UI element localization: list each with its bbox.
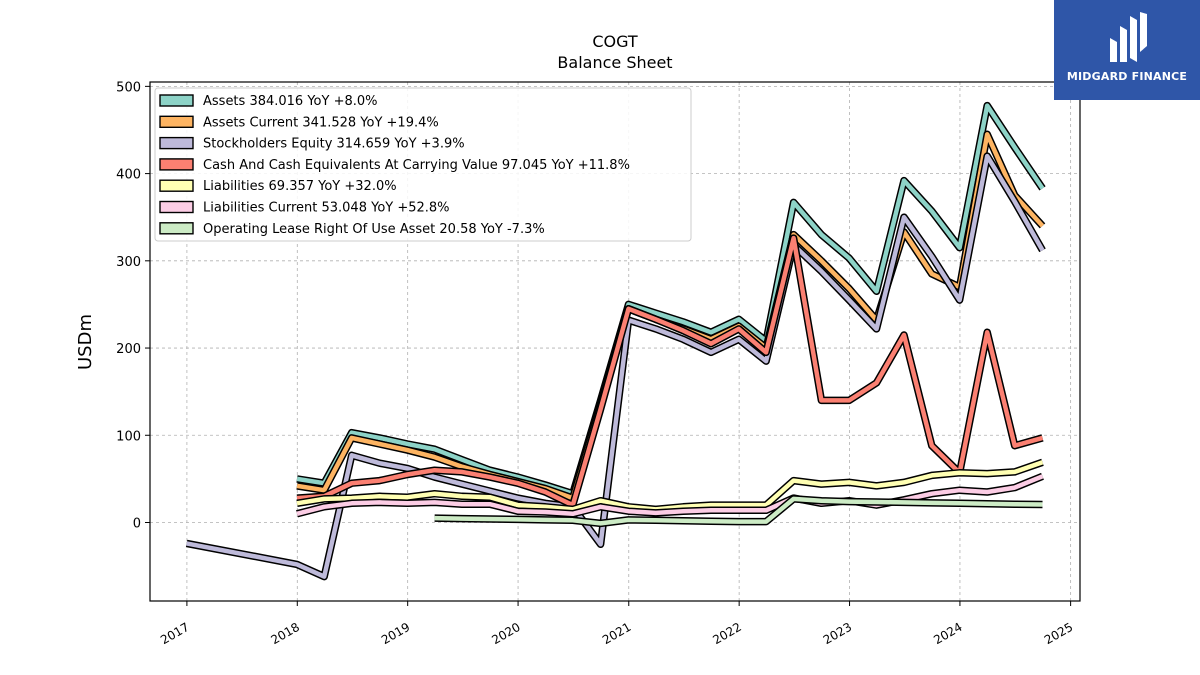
logo-mark-icon bbox=[1110, 12, 1147, 62]
x-tick-label: 2018 bbox=[269, 620, 302, 647]
midgard-finance-logo: MIDGARD FINANCE bbox=[1054, 0, 1200, 100]
legend-label: Operating Lease Right Of Use Asset 20.58… bbox=[203, 222, 545, 237]
legend-label: Cash And Cash Equivalents At Carrying Va… bbox=[203, 158, 630, 173]
series-lines bbox=[185, 101, 1046, 581]
x-ticks: 2017 2018 2019 2020 2021 2022 2023 2024 2025 bbox=[158, 601, 1075, 647]
legend-label: Assets 384.016 YoY +8.0% bbox=[203, 94, 378, 109]
legend-swatch bbox=[159, 222, 194, 235]
series-line bbox=[296, 474, 1044, 517]
y-tick-label: 300 bbox=[116, 255, 141, 270]
series-5 bbox=[296, 472, 1044, 518]
legend-swatch bbox=[159, 115, 194, 129]
y-tick-label: 400 bbox=[116, 168, 141, 183]
series-3 bbox=[296, 234, 1044, 509]
y-tick-label: 200 bbox=[116, 342, 141, 357]
series-line bbox=[434, 496, 1043, 526]
x-tick-label: 2019 bbox=[379, 620, 412, 647]
series-4 bbox=[296, 458, 1044, 514]
legend-swatch bbox=[159, 179, 194, 192]
y-tick-label: 500 bbox=[116, 80, 141, 95]
series-line bbox=[186, 153, 1045, 579]
legend-label: Assets Current 341.528 YoY +19.4% bbox=[203, 115, 439, 130]
series-line bbox=[296, 460, 1044, 512]
legend: Assets 384.016 YoY +8.0% Assets Current 3… bbox=[154, 87, 692, 242]
series-0 bbox=[296, 101, 1046, 498]
legend-swatch bbox=[159, 136, 194, 150]
plot-frame bbox=[149, 81, 1081, 602]
series-2 bbox=[185, 152, 1046, 581]
x-tick-label: 2022 bbox=[710, 620, 743, 647]
y-tick-label: 100 bbox=[116, 429, 141, 444]
series-line bbox=[296, 235, 1044, 508]
legend-label: Liabilities Current 53.048 YoY +52.8% bbox=[203, 201, 450, 216]
x-tick-label: 2017 bbox=[158, 620, 191, 647]
x-tick-label: 2020 bbox=[489, 620, 522, 647]
x-tick-label: 2025 bbox=[1042, 620, 1075, 647]
legend-label: Liabilities 69.357 YoY +32.0% bbox=[203, 179, 397, 194]
chart-subtitle: Balance Sheet bbox=[557, 53, 672, 72]
y-tick-label: 0 bbox=[133, 516, 141, 531]
legend-label: Stockholders Equity 314.659 YoY +3.9% bbox=[203, 137, 465, 152]
legend-swatch bbox=[159, 158, 194, 171]
x-tick-label: 2021 bbox=[600, 620, 633, 647]
x-tick-label: 2024 bbox=[931, 620, 964, 647]
chart-title: COGT bbox=[592, 32, 638, 51]
legend-swatch bbox=[159, 94, 194, 107]
x-tick-label: 2023 bbox=[821, 620, 854, 647]
series-6 bbox=[434, 495, 1043, 528]
legend-swatch bbox=[159, 200, 194, 214]
logo-text: MIDGARD FINANCE bbox=[1066, 70, 1188, 83]
legend-box bbox=[154, 87, 692, 242]
series-line bbox=[296, 103, 1045, 496]
y-axis-label: USDm bbox=[75, 314, 96, 370]
y-ticks: 0 100 200 300 400 500 bbox=[116, 80, 150, 531]
